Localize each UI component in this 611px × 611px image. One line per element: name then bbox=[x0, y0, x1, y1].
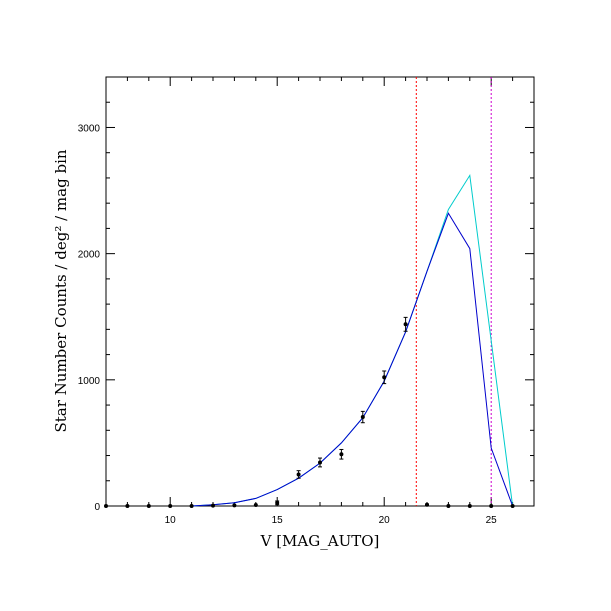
data-point bbox=[510, 504, 515, 508]
x-tick-label: 25 bbox=[486, 515, 498, 526]
data-point bbox=[467, 504, 472, 508]
data-point bbox=[382, 375, 387, 380]
data-point bbox=[403, 322, 408, 327]
data-point bbox=[253, 502, 258, 507]
data-point bbox=[318, 460, 322, 465]
y-tick-label: 1000 bbox=[78, 376, 101, 387]
data-point bbox=[104, 504, 108, 508]
data-point bbox=[189, 504, 194, 508]
x-tick-label: 10 bbox=[165, 515, 177, 526]
data-point bbox=[489, 504, 494, 508]
data-point bbox=[168, 504, 173, 508]
plot-frame bbox=[105, 76, 535, 507]
y-tick-label: 3000 bbox=[78, 123, 101, 134]
data-point bbox=[146, 504, 151, 508]
x-tick-label: 20 bbox=[379, 515, 391, 526]
data-point bbox=[125, 504, 130, 508]
y-tick-label: 0 bbox=[94, 502, 100, 513]
data-point bbox=[275, 500, 280, 505]
x-axis-label: V [MAG_AUTO] bbox=[260, 532, 380, 550]
data-point bbox=[232, 503, 237, 508]
data-point bbox=[446, 504, 451, 508]
data-point bbox=[425, 502, 429, 507]
series-line bbox=[191, 212, 514, 507]
series-line bbox=[191, 173, 514, 507]
plot-area: 10 15 20 25 0 1000 2000 3000 bbox=[78, 76, 535, 526]
data-point bbox=[211, 503, 215, 508]
y-axis-label: Star Number Counts / deg² / mag bin bbox=[52, 149, 70, 432]
data-point bbox=[296, 472, 301, 477]
x-tick-label: 15 bbox=[272, 515, 284, 526]
data-point bbox=[339, 452, 344, 457]
y-tick-label: 2000 bbox=[78, 250, 101, 261]
data-point bbox=[360, 415, 365, 420]
